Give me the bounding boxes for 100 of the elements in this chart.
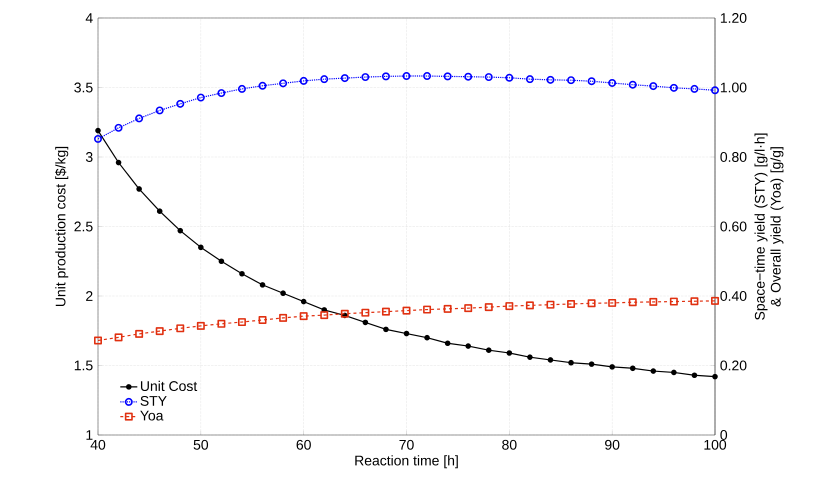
point: [588, 299, 596, 308]
y-tick-label: 1.5: [74, 360, 93, 370]
point: [404, 330, 410, 336]
point: [135, 114, 144, 122]
point: [465, 343, 471, 349]
point: [382, 308, 390, 316]
point: [546, 300, 554, 309]
point: [609, 364, 615, 370]
point: [340, 74, 349, 82]
point: [484, 73, 493, 82]
point: [279, 314, 288, 322]
point: [711, 86, 719, 94]
point: [238, 318, 246, 326]
point: [486, 347, 492, 353]
point: [567, 76, 576, 84]
point: [692, 372, 698, 378]
y2-tick-label: 0.60: [720, 222, 746, 232]
point: [588, 361, 594, 367]
point: [670, 298, 678, 306]
point: [239, 270, 245, 277]
point: [320, 75, 328, 84]
y-tick-label: 1: [86, 430, 92, 440]
x-axis-title: Reaction time [h]: [355, 455, 458, 468]
x-tick-label: 70: [399, 440, 414, 450]
point: [300, 76, 308, 85]
point: [650, 368, 656, 374]
point: [505, 74, 514, 82]
point: [505, 302, 514, 310]
point: [711, 296, 719, 305]
y-tick-label: 3.5: [74, 82, 93, 92]
point: [649, 298, 658, 306]
point: [444, 72, 452, 80]
point: [444, 340, 450, 346]
legend-label: STY: [140, 396, 167, 406]
point: [217, 320, 226, 328]
point: [114, 124, 123, 132]
point: [527, 354, 533, 360]
y2-tick-label: 0.80: [720, 152, 746, 162]
point: [196, 322, 205, 330]
point: [300, 312, 308, 320]
point: [136, 186, 142, 192]
point: [628, 298, 637, 306]
y-tick-label: 2: [86, 291, 92, 301]
point: [362, 320, 368, 326]
x-tick-label: 90: [605, 440, 620, 450]
point: [630, 365, 636, 372]
point: [135, 330, 144, 338]
x-tick-label: 40: [90, 440, 106, 450]
point: [258, 316, 267, 324]
point: [526, 301, 534, 310]
x-tick-label: 60: [296, 440, 311, 450]
point: [156, 327, 164, 336]
point: [196, 94, 205, 102]
point: [94, 134, 102, 143]
point: [402, 72, 410, 80]
point: [176, 100, 184, 108]
x-tick-label: 100: [704, 440, 726, 450]
point: [567, 300, 576, 308]
point: [568, 360, 574, 366]
point: [670, 84, 678, 92]
x-tick-label: 50: [194, 440, 208, 450]
point: [94, 336, 102, 344]
point: [238, 84, 246, 93]
y-tick-label: 3: [86, 152, 93, 162]
point: [424, 334, 430, 340]
point: [464, 72, 472, 81]
x-tick-label: 80: [502, 440, 517, 450]
point: [382, 72, 390, 80]
point: [423, 306, 432, 314]
point: [548, 357, 554, 363]
point: [279, 79, 288, 88]
point: [608, 298, 616, 307]
y2-tick-label: 1.00: [720, 82, 746, 92]
y2-tick-label: 0.40: [720, 291, 746, 301]
point: [383, 326, 389, 332]
point: [484, 303, 493, 312]
point: [176, 324, 184, 332]
point: [218, 258, 224, 264]
legend-label: Unit Cost: [140, 380, 198, 392]
point: [628, 80, 637, 89]
point: [116, 160, 122, 166]
point: [177, 228, 184, 234]
legend-label: Yoa: [140, 410, 164, 421]
point: [258, 82, 267, 90]
point: [690, 84, 698, 93]
y-axis-title: Unit production cost [$/kg]: [55, 146, 68, 306]
point: [690, 297, 698, 306]
point: [340, 310, 349, 318]
point: [95, 128, 101, 134]
y2-tick-label: 1.20: [720, 13, 746, 23]
point: [444, 304, 452, 313]
point: [280, 290, 286, 296]
point: [260, 282, 266, 288]
point: [464, 304, 472, 312]
point: [361, 73, 370, 82]
point: [546, 76, 554, 84]
point: [114, 333, 123, 342]
y2-axis-title: Space−time yield (STY) [g/l·h] & Overall yield (Yoa) [g/g]: [754, 134, 784, 320]
point: [588, 77, 596, 86]
y2-tick-label: 0: [720, 430, 728, 440]
